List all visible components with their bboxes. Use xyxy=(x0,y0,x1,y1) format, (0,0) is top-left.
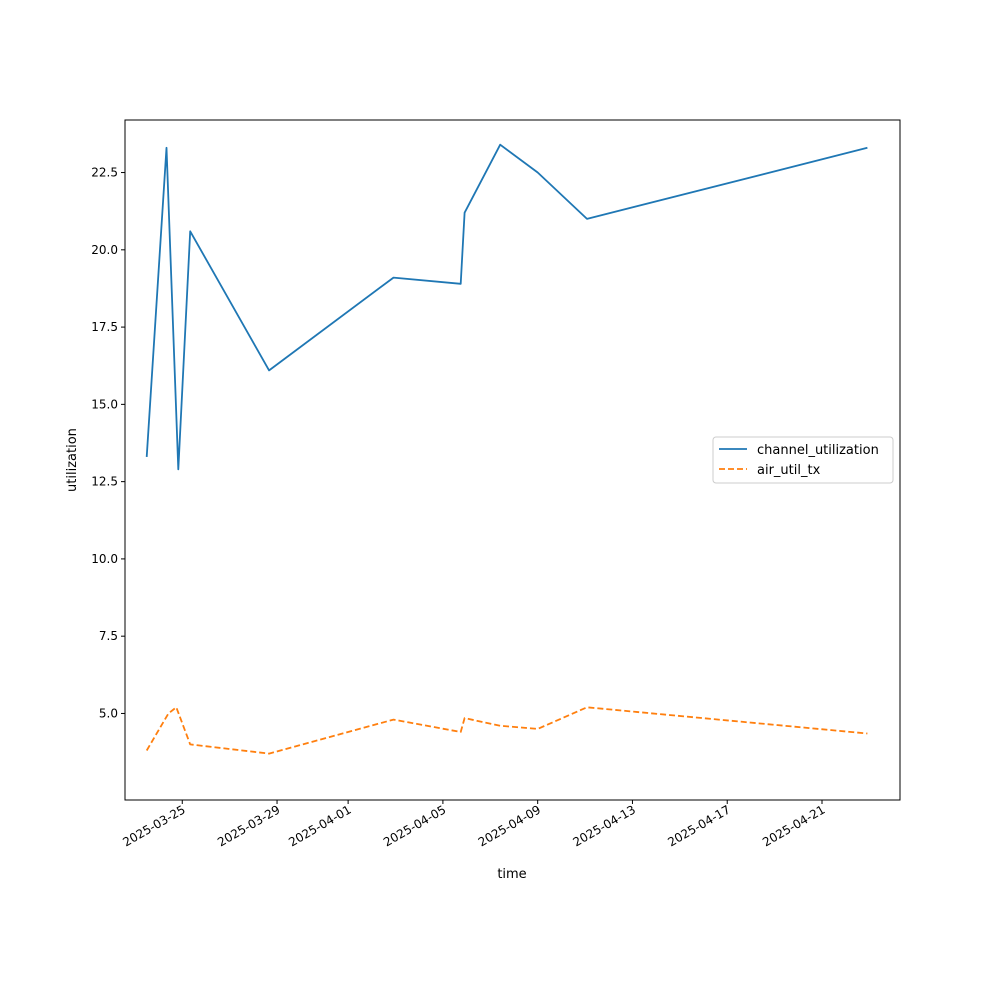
x-tick-label: 2025-04-09 xyxy=(476,802,543,849)
y-tick-label: 17.5 xyxy=(91,320,118,334)
y-tick-label: 20.0 xyxy=(91,243,118,257)
x-tick-label: 2025-04-01 xyxy=(286,802,353,849)
y-tick-label: 22.5 xyxy=(91,166,118,180)
y-tick-label: 15.0 xyxy=(91,397,118,411)
series-line-air-util-tx xyxy=(145,706,868,755)
y-tick-label: 5.0 xyxy=(99,706,118,720)
x-tick-label: 2025-04-13 xyxy=(571,802,638,849)
y-axis: 5.0 7.5 10.0 12.5 15.0 17.5 20.0 22.5 xyxy=(91,166,125,720)
x-axis: 2025-03-25 2025-03-29 2025-04-01 2025-04-05… xyxy=(120,800,828,849)
x-axis-title: time xyxy=(497,867,526,882)
x-tick-label: 2025-04-05 xyxy=(381,802,448,849)
legend: channel_utilization air_util_tx xyxy=(712,436,894,484)
series-line-channel-utilization xyxy=(145,143,868,471)
legend-label-channel-utilization: channel_utilization xyxy=(757,443,879,458)
y-tick-label: 7.5 xyxy=(99,629,118,643)
x-tick-label: 2025-04-17 xyxy=(665,802,732,849)
legend-box xyxy=(712,436,894,484)
plot-frame xyxy=(124,119,901,801)
x-tick-label: 2025-03-25 xyxy=(120,802,187,849)
y-tick-label: 10.0 xyxy=(91,552,118,566)
x-tick-label: 2025-04-21 xyxy=(760,802,827,849)
y-axis-title: utilization xyxy=(65,428,80,492)
plot-lines xyxy=(145,143,868,755)
x-tick-label: 2025-03-29 xyxy=(215,802,282,849)
y-tick-label: 12.5 xyxy=(91,475,118,489)
legend-label-air-util-tx: air_util_tx xyxy=(757,463,821,478)
